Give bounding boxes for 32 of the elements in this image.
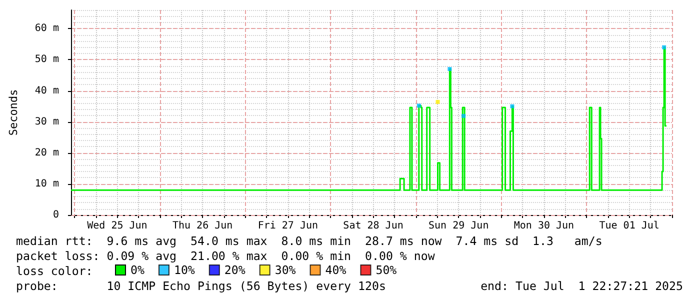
point (462, 114, 466, 118)
text: probe: 10 ICMP Echo Pings (56 Bytes) every 120s (16, 279, 386, 293)
text: end: Tue Jul 1 22:27:21 2025 (480, 279, 684, 293)
legend-title: loss color: (16, 264, 93, 278)
y-tick-label: 0 (52, 210, 59, 220)
legend-label: 30% (274, 263, 296, 277)
y-tick-label: 10 m (34, 178, 59, 190)
text: median rtt: 9.6 ms avg 54.0 ms max 8.0 ms min 28.7 ms now 7.4 ms sd 1.3 am/s (16, 234, 602, 248)
legend-label: 0% (130, 263, 144, 277)
point (662, 45, 666, 50)
point (510, 104, 514, 108)
x-tick-label: Sat 28 Jun (343, 220, 404, 232)
x-tick-label: Thu 26 Jun (172, 220, 233, 232)
point (416, 104, 421, 108)
y-tick-label: 50 m (34, 54, 59, 66)
point (448, 67, 452, 72)
legend-label: 40% (325, 263, 346, 277)
x-tick-label: Sun 29 Jun (428, 220, 489, 232)
x-tick-label: Tue 01 Jul (599, 220, 660, 232)
text: packet loss: 0.09 % avg 21.00 % max 0.00 % min 0.00 % now (16, 249, 435, 263)
y-tick-label: 20 m (34, 147, 59, 158)
y-tick-label: 40 m (34, 85, 59, 96)
y-axis-title: Seconds (7, 89, 20, 136)
y-tick-label: 60 m (34, 23, 59, 34)
x-tick-label: Fri 27 Jun (258, 220, 318, 232)
point (436, 100, 440, 104)
legend-label: 50% (376, 263, 397, 277)
x-tick-label: Wed 25 Jun (87, 220, 148, 232)
y-tick-label: 30 m (34, 116, 59, 128)
legend-label: 10% (174, 263, 195, 277)
x-tick-label: Mon 30 Jun (514, 220, 574, 232)
legend-label: 20% (224, 263, 246, 277)
